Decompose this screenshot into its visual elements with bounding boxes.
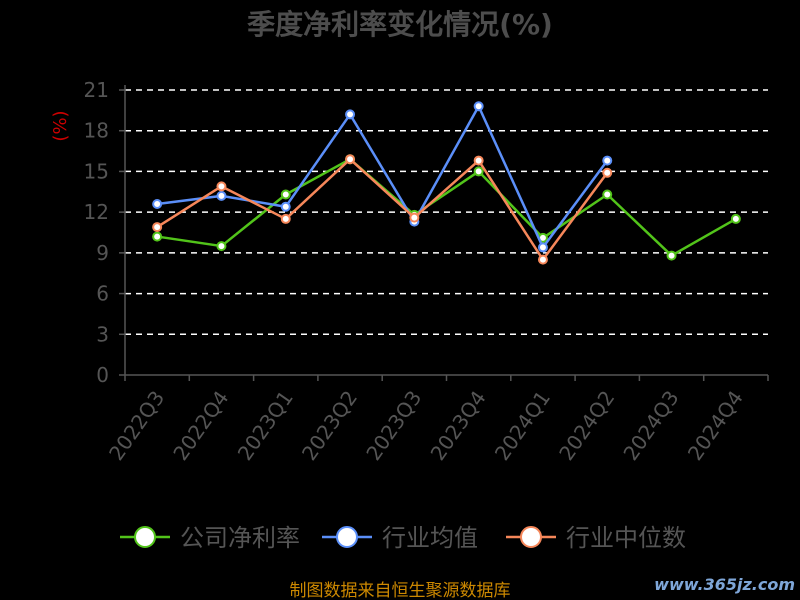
legend: 公司净利率 行业均值 行业中位数 (120, 524, 686, 552)
legend-label: 行业中位数 (566, 524, 686, 552)
x-tick-label: 2024Q2 (554, 386, 619, 465)
y-tick-label: 3 (96, 322, 109, 346)
legend-item-2: 行业中位数 (506, 524, 686, 552)
x-tick-label: 2023Q3 (361, 386, 426, 465)
chart-title: 季度净利率变化情况(%) (247, 8, 553, 41)
legend-item-1: 行业均值 (322, 524, 478, 552)
data-point (409, 212, 420, 223)
data-point (537, 242, 548, 253)
data-point (666, 250, 677, 261)
watermark: www.365jz.com (654, 575, 795, 594)
y-tick-label: 6 (96, 282, 109, 306)
data-point (602, 189, 613, 200)
data-point (345, 109, 356, 120)
series-line (156, 105, 609, 249)
grid-lines (125, 89, 768, 336)
series-1 (152, 101, 613, 253)
x-tick-label: 2022Q4 (168, 386, 233, 465)
data-point (216, 190, 227, 201)
legend-label: 行业均值 (382, 524, 478, 552)
legend-item-0: 公司净利率 (120, 524, 300, 552)
series-line (156, 157, 737, 257)
y-tick-label: 12 (84, 200, 109, 224)
data-point (280, 201, 291, 212)
data-point (152, 222, 163, 233)
data-point (473, 155, 484, 166)
legend-label: 公司净利率 (180, 524, 300, 552)
x-tick-label: 2024Q1 (490, 386, 555, 465)
y-tick-label: 21 (84, 78, 109, 102)
data-point (730, 213, 741, 224)
data-point (152, 231, 163, 242)
data-point (345, 154, 356, 165)
legend-marker (520, 526, 542, 548)
y-tick-labels: 0 3 6 9 12 15 18 21 (84, 78, 109, 387)
data-point (280, 189, 291, 200)
axes (119, 85, 769, 381)
x-tick-label: 2024Q3 (618, 386, 683, 465)
legend-marker (336, 526, 358, 548)
data-point (280, 213, 291, 224)
data-point (537, 254, 548, 265)
x-tick-label: 2024Q4 (683, 386, 748, 465)
data-point (473, 101, 484, 112)
x-tick-label: 2023Q2 (297, 386, 362, 465)
data-point (216, 181, 227, 192)
y-axis-label: (%) (50, 110, 71, 141)
x-tick-label: 2023Q4 (426, 386, 491, 465)
x-tick-labels: 2022Q3 2022Q4 2023Q1 2023Q2 2023Q3 2023Q4 2024… (104, 386, 748, 465)
y-tick-label: 0 (96, 363, 109, 387)
legend-marker (134, 526, 156, 548)
x-tick-label: 2023Q1 (233, 386, 298, 465)
data-point (602, 155, 613, 166)
data-point (602, 167, 613, 178)
data-point (473, 166, 484, 177)
series-line (156, 157, 609, 261)
y-tick-label: 9 (96, 241, 109, 265)
series-group (152, 101, 741, 265)
data-point (152, 199, 163, 209)
data-source-note: 制图数据来自恒生聚源数据库 (290, 581, 511, 600)
y-tick-label: 15 (84, 159, 109, 183)
data-point (216, 241, 227, 252)
series-2 (152, 154, 613, 265)
x-tick-label: 2022Q3 (104, 386, 169, 465)
y-tick-label: 18 (84, 119, 109, 143)
